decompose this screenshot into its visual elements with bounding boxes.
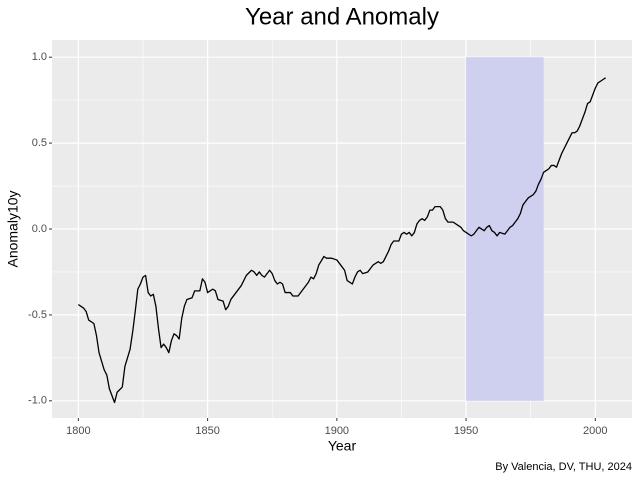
y-tick-label: -0.5: [28, 309, 47, 321]
y-tick-label: 0.0: [32, 223, 47, 235]
x-tick-label: 2000: [583, 425, 607, 437]
caption: By Valencia, DV, THU, 2024: [495, 461, 632, 473]
y-tick-label: -1.0: [28, 395, 47, 407]
x-tick-label: 1800: [66, 425, 90, 437]
axes: 1800 1850 1900 1950 2000 -1.0 -0.5 0.0 0.5 1.0: [28, 51, 608, 437]
x-axis-title: Year: [328, 438, 357, 454]
highlight-region: [466, 57, 544, 401]
x-tick-label: 1900: [325, 425, 349, 437]
data-line: [77, 77, 606, 404]
grid: [52, 40, 632, 418]
y-tick-label: 1.0: [32, 51, 47, 63]
chart-title: Year and Anomaly: [245, 3, 439, 30]
marks: [77, 57, 606, 404]
x-tick-label: 1850: [195, 425, 219, 437]
y-axis-title: Anomaly10y: [5, 190, 21, 267]
y-tick-label: 0.5: [32, 137, 47, 149]
x-tick-label: 1950: [454, 425, 478, 437]
